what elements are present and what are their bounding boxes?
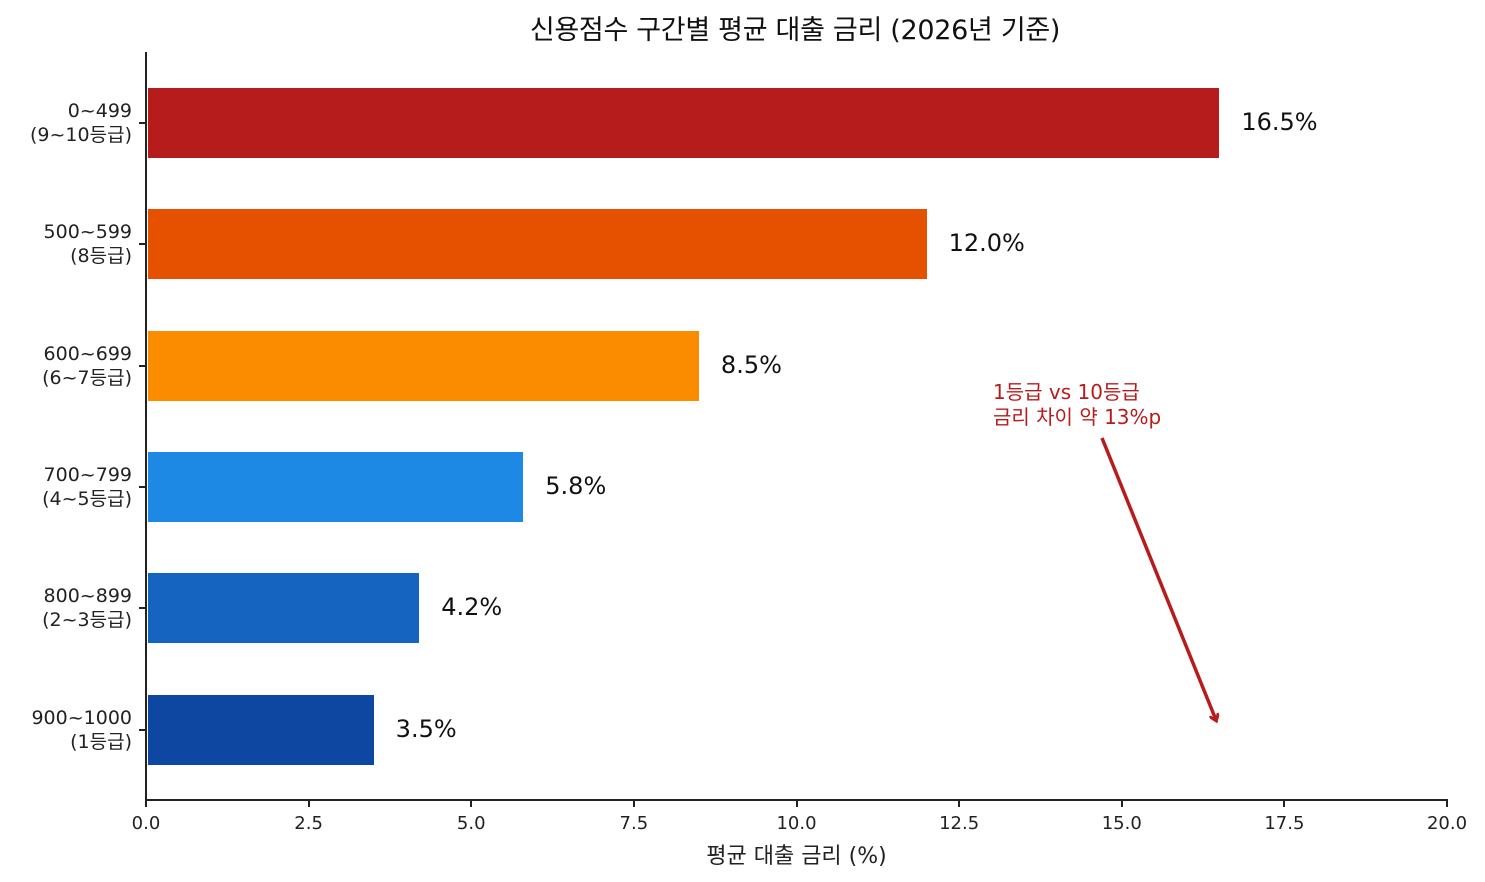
- y-tick: [139, 607, 146, 609]
- y-tick: [139, 729, 146, 731]
- x-tick-label: 17.5: [1264, 813, 1305, 834]
- x-tick: [470, 800, 473, 807]
- y-tick-label: 800~899 (2~3등급): [42, 585, 132, 631]
- bar: [148, 452, 524, 522]
- x-tick: [958, 800, 961, 807]
- bar-value-label: 8.5%: [720, 351, 782, 379]
- chart-title: 신용점수 구간별 평균 대출 금리 (2026년 기준): [529, 15, 1061, 46]
- x-tick: [1283, 800, 1286, 807]
- x-tick: [307, 800, 310, 807]
- x-tick-label: 7.5: [619, 813, 649, 834]
- x-tick-label: 15.0: [1101, 813, 1142, 834]
- bar: [148, 695, 374, 765]
- annotation-text: 1등급 vs 10등급 금리 차이 약 13%p: [993, 380, 1162, 429]
- x-tick-label: 2.5: [294, 813, 323, 834]
- x-tick-label: 10.0: [776, 813, 817, 834]
- bar-value-label: 5.8%: [545, 472, 607, 500]
- x-axis-label: 평균 대출 금리 (%): [706, 844, 887, 869]
- y-tick-label: 600~699 (6~7등급): [42, 343, 132, 389]
- y-tick: [139, 365, 146, 367]
- x-tick-label: 5.0: [456, 813, 486, 834]
- x-tick: [632, 800, 635, 807]
- x-tick-label: 12.5: [939, 813, 980, 834]
- y-tick-label: 500~599 (8등급): [43, 221, 132, 267]
- bar-value-label: 3.5%: [395, 715, 457, 743]
- y-tick: [139, 122, 146, 124]
- x-tick-label: 0.0: [131, 813, 161, 834]
- bar: [148, 88, 1220, 158]
- bar-value-label: 16.5%: [1241, 108, 1318, 136]
- x-tick: [145, 800, 147, 807]
- x-tick: [795, 800, 798, 807]
- bar: [148, 573, 420, 643]
- y-axis-line: [145, 52, 147, 801]
- bar-value-label: 4.2%: [441, 593, 503, 621]
- y-tick-label: 0~499 (9~10등급): [30, 100, 132, 146]
- bar-value-label: 12.0%: [948, 229, 1025, 257]
- y-tick: [139, 486, 146, 488]
- x-tick: [1446, 800, 1448, 807]
- y-tick-label: 900~1000 (1등급): [31, 707, 132, 753]
- y-tick: [139, 243, 146, 245]
- y-tick-label: 700~799 (4~5등급): [42, 464, 132, 510]
- x-tick: [1120, 800, 1123, 807]
- bar: [148, 331, 699, 401]
- x-tick-label: 20.0: [1426, 813, 1468, 834]
- bar: [148, 209, 927, 279]
